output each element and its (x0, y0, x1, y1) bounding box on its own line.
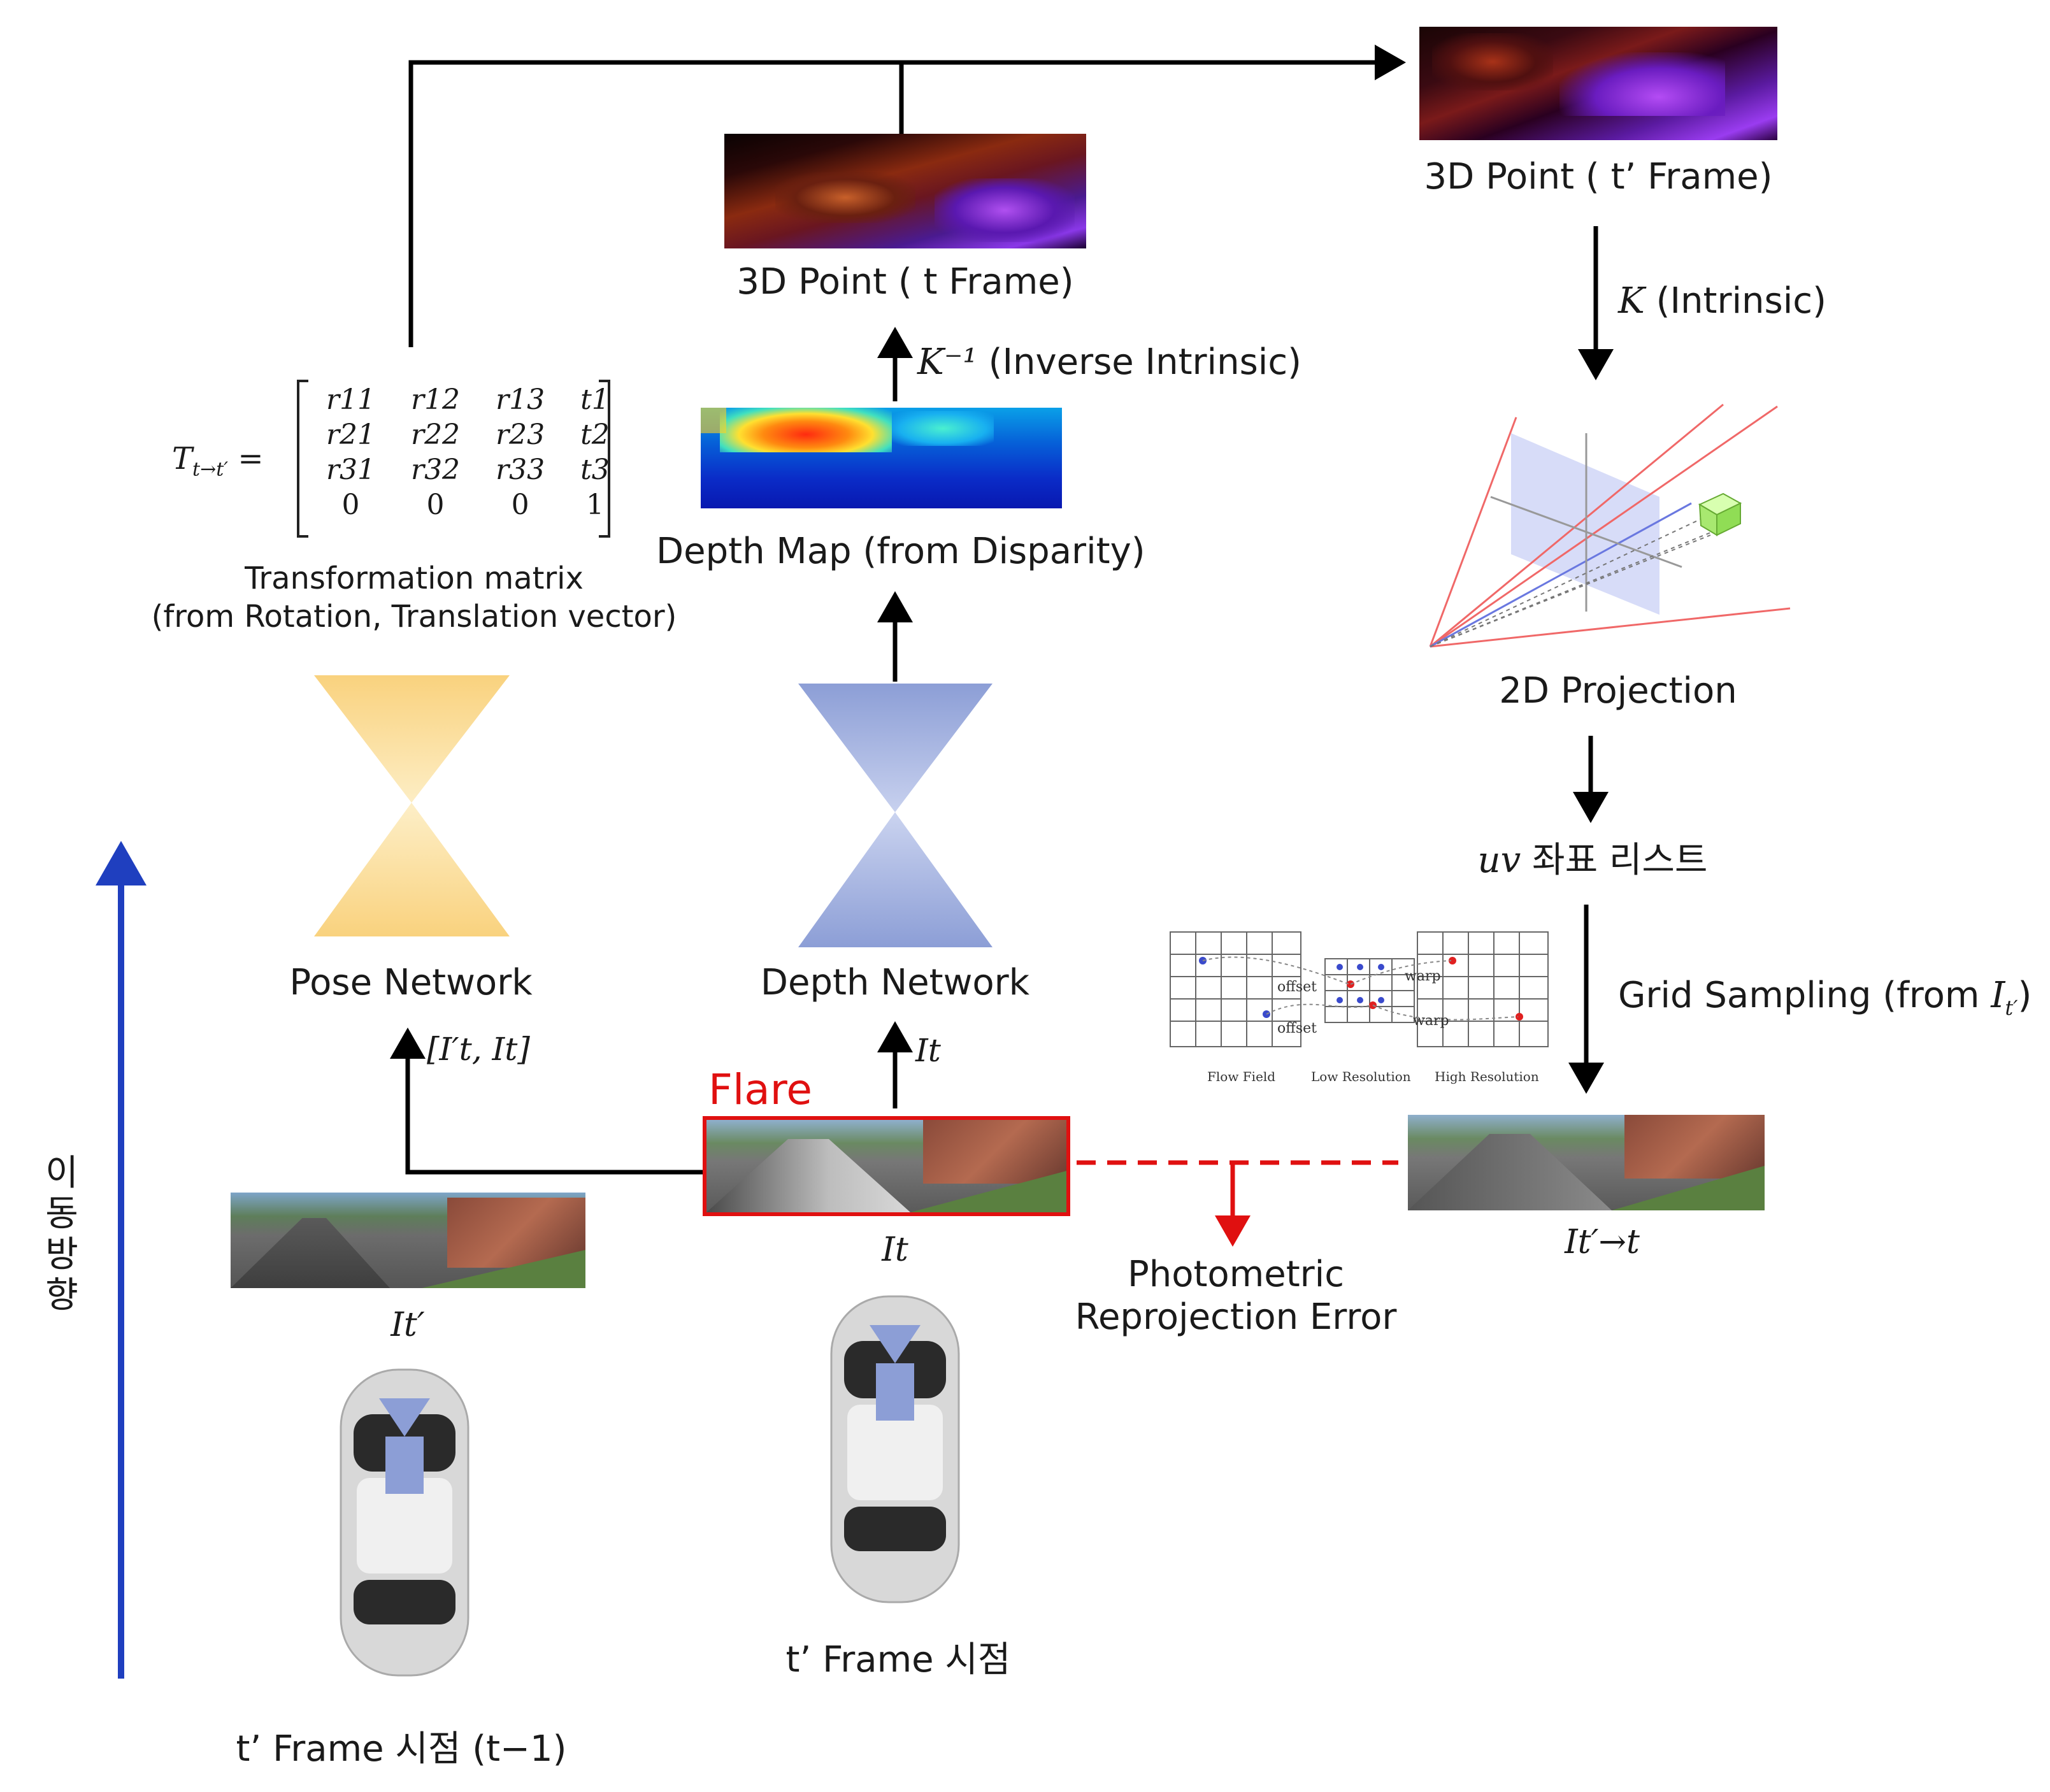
matrix-cell: t3 (580, 454, 610, 486)
matrix-cell: r33 (496, 454, 545, 486)
matrix-cell: t2 (580, 419, 610, 451)
image-warped (1408, 1115, 1765, 1210)
point-cloud-t-image (724, 134, 1086, 248)
matrix-cell: r12 (411, 383, 461, 416)
point-cloud-tprime-image (1419, 27, 1777, 140)
direction-char: 향 (45, 1275, 78, 1316)
image-t-prime-label: It′ (391, 1306, 425, 1344)
grid-sampling-subscript: t′ (2005, 996, 2018, 1021)
uv-symbol: uv (1477, 840, 1521, 881)
depth-network-shape (798, 684, 993, 947)
flare-label: Flare (708, 1065, 813, 1114)
transform-title: Transformation matrix (245, 561, 584, 596)
matrix-cell: r11 (326, 383, 376, 416)
depth-map-label: Depth Map (from Disparity) (656, 531, 1145, 572)
matrix-cell: 0 (426, 489, 445, 521)
image-warped-label: It′→t (1565, 1223, 1640, 1261)
transform-subtitle: (from Rotation, Translation vector) (151, 599, 677, 634)
photometric-label-1: Photometric (1127, 1254, 1345, 1295)
inverse-intrinsic-symbol: K⁻¹ (917, 341, 977, 383)
arrow-images-to-posenet (390, 1028, 704, 1175)
image-t-prime (231, 1193, 585, 1288)
matrix-bracket-left (297, 380, 308, 538)
transform-lhs: Tt→t′ = (172, 441, 264, 481)
intrinsic-label: K (Intrinsic) (1618, 280, 1826, 322)
matrix-cell: r22 (411, 419, 461, 451)
grid-offset-label-1: offset (1277, 979, 1317, 995)
image-t-label: It (882, 1231, 908, 1269)
grid-sampling-symbol: I (1991, 975, 2005, 1016)
grid-offset-label-2: offset (1277, 1021, 1317, 1036)
matrix-cell: r31 (326, 454, 376, 486)
car-icon-prev (340, 1368, 469, 1677)
grid-warp-label-2: warp (1413, 1013, 1449, 1029)
matrix-cell: r32 (411, 454, 461, 486)
depth-input-label: It (915, 1032, 941, 1069)
intrinsic-text: (Intrinsic) (1656, 280, 1826, 322)
direction-label: 이 동 방 향 (39, 1153, 84, 1316)
grid-caption-high: High Resolution (1435, 1069, 1539, 1084)
matrix-cell: t1 (580, 383, 610, 416)
grid-warp-label-1: warp (1405, 968, 1441, 984)
point-t-label: 3D Point ( t Frame) (736, 261, 1074, 303)
matrix-cell: 1 (585, 489, 604, 521)
pose-network-label: Pose Network (289, 962, 533, 1003)
matrix-body: r11 r12 r13 t1 r21 r22 r23 t2 r31 r32 r3… (308, 382, 627, 522)
matrix-bracket-right (599, 380, 610, 538)
uv-list-label: uv 좌표 리스트 (1465, 831, 1720, 883)
depth-network-label: Depth Network (760, 962, 1030, 1003)
depth-map-image (701, 408, 1062, 508)
grid-sampling-text: Grid Sampling (from (1618, 975, 1980, 1016)
frame-prev-label: t’ Frame 시점 (t−1) (236, 1728, 567, 1770)
grid-caption-flow: Flow Field (1207, 1069, 1276, 1084)
matrix-cell: 0 (341, 489, 360, 521)
transform-line (408, 45, 1406, 347)
frame-now-label: t’ Frame 시점 (785, 1639, 1011, 1681)
inverse-intrinsic-text: (Inverse Intrinsic) (988, 341, 1301, 383)
direction-char: 동 (45, 1193, 78, 1235)
intrinsic-symbol: K (1618, 280, 1645, 322)
matrix-cell: r13 (496, 383, 545, 416)
transform-matrix: Tt→t′ = r11 r12 r13 t1 r21 r22 r23 t2 r3… (172, 380, 618, 539)
grid-caption-low: Low Resolution (1311, 1069, 1411, 1084)
cube-icon (1698, 492, 1742, 536)
car-icon-now (830, 1295, 960, 1603)
matrix-cell: r21 (326, 419, 376, 451)
pose-input-label: [I′t, It] (427, 1031, 530, 1068)
photometric-label-2: Reprojection Error (1075, 1296, 1397, 1338)
grid-sampling-label: Grid Sampling (from It′) (1618, 975, 2032, 1021)
direction-char: 이 (45, 1152, 78, 1194)
image-t-flare (703, 1116, 1070, 1216)
direction-char: 방 (45, 1234, 78, 1275)
pose-network-shape (314, 675, 510, 936)
matrix-cell: r23 (496, 419, 545, 451)
point-tprime-label: 3D Point ( t’ Frame) (1424, 156, 1773, 197)
uv-list-text: 좌표 리스트 (1532, 840, 1708, 881)
matrix-cell: 0 (511, 489, 529, 521)
inverse-intrinsic-label: K⁻¹ (Inverse Intrinsic) (917, 341, 1301, 383)
projection-label: 2D Projection (1499, 670, 1737, 712)
